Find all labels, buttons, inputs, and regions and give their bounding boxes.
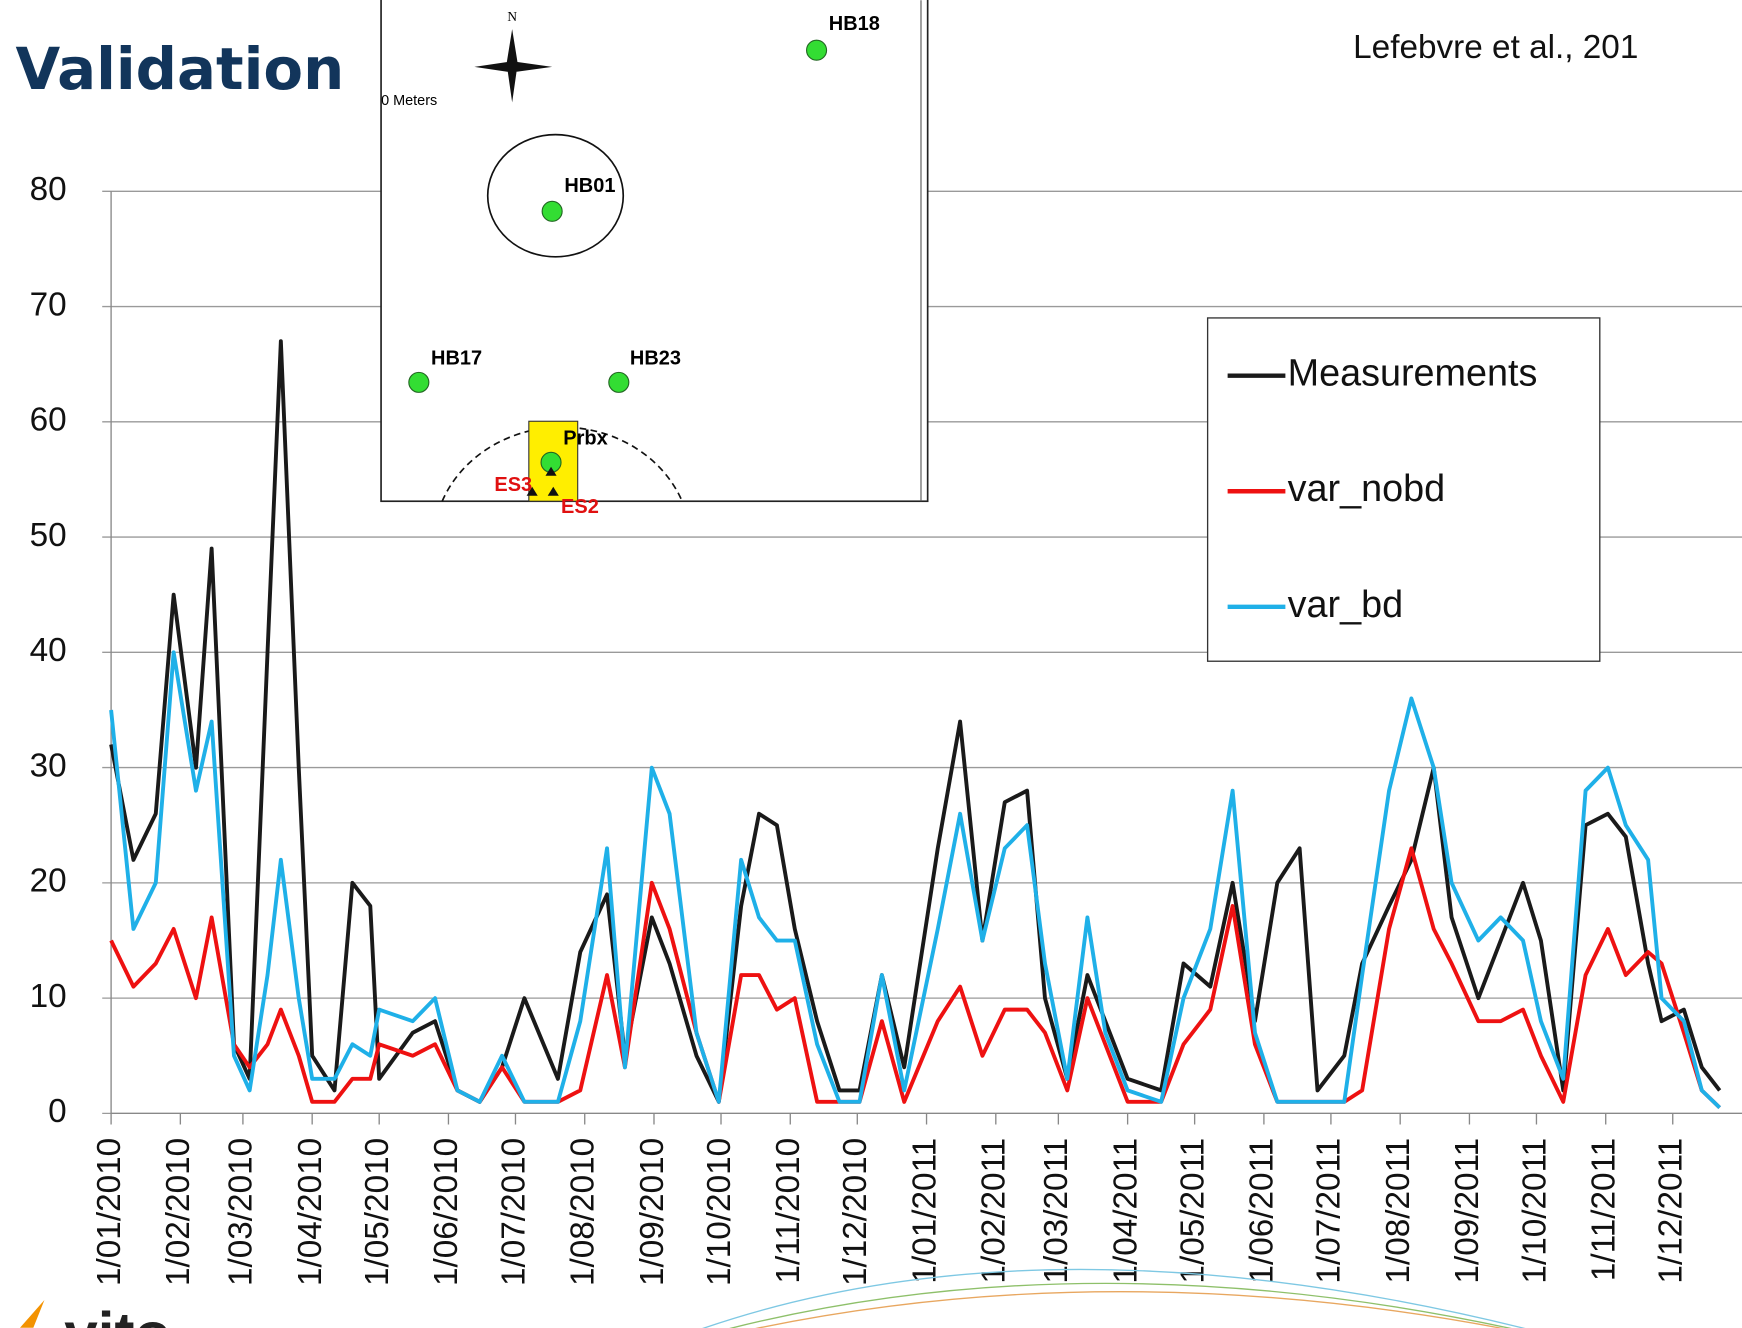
inset-map: N 0 Meters HB18 HB01 HB17 HB23 Prbx ES3 …: [380, 0, 929, 518]
x-tick-label: 1/08/2011: [1380, 1138, 1417, 1284]
x-tick-label: 1/07/2011: [1311, 1138, 1348, 1284]
sensor-label: ES2: [561, 496, 599, 518]
x-tick-label: 1/07/2010: [495, 1138, 532, 1286]
well-label: HB18: [829, 13, 880, 35]
x-tick-label: 1/04/2010: [292, 1138, 329, 1286]
y-tick-label: 60: [30, 402, 67, 439]
x-tick-label: 1/09/2010: [634, 1138, 671, 1286]
y-tick-label: 40: [30, 632, 67, 669]
legend-label: Measurements: [1288, 353, 1538, 395]
logo: vito: [64, 1301, 171, 1328]
x-tick-label: 1/03/2011: [1038, 1138, 1075, 1284]
legend-label: var_nobd: [1288, 468, 1445, 510]
y-tick-label: 10: [30, 978, 67, 1015]
logo-mark: [19, 1300, 45, 1328]
x-tick-label: 1/04/2011: [1107, 1138, 1144, 1284]
x-tick-label: 1/08/2010: [565, 1138, 602, 1286]
x-tick-label: 1/05/2011: [1174, 1138, 1211, 1284]
legend-label: var_bd: [1288, 584, 1403, 626]
x-tick-label: 1/02/2011: [976, 1138, 1013, 1284]
slide-title: Validation: [16, 35, 345, 103]
sensor-label: ES3: [494, 474, 532, 496]
well-label: HB17: [431, 347, 482, 369]
y-tick-label: 20: [30, 863, 67, 900]
x-tick-label: 1/06/2010: [428, 1138, 465, 1286]
y-tick-label: 30: [30, 747, 67, 784]
y-tick-label: 80: [30, 171, 67, 208]
arc: [702, 1268, 1526, 1328]
y-tick-label: 0: [48, 1093, 67, 1130]
x-tick-label: 1/06/2011: [1244, 1138, 1281, 1284]
well-label: Prbx: [563, 427, 607, 449]
scale-label: 0 Meters: [381, 93, 437, 109]
well: [806, 39, 828, 61]
x-tick-label: 1/11/2010: [770, 1138, 807, 1284]
decoration: vito: [19, 1268, 1526, 1328]
well-label: HB23: [630, 347, 681, 369]
well-label: HB01: [564, 175, 615, 197]
arc: [729, 1282, 1512, 1328]
series-line: [109, 846, 1722, 1110]
well: [541, 200, 563, 222]
x-tick-label: 1/03/2010: [223, 1138, 260, 1286]
x-tick-label: 1/02/2010: [160, 1138, 197, 1286]
sensor: [526, 466, 559, 496]
arc: [755, 1291, 1504, 1328]
well: [408, 371, 430, 393]
x-tick-label: 1/12/2010: [837, 1138, 874, 1286]
well: [608, 371, 630, 393]
citation: Lefebvre et al., 201: [1353, 29, 1638, 66]
y-tick-label: 50: [30, 517, 67, 554]
x-tick-label: 1/12/2011: [1653, 1138, 1690, 1284]
north-label: N: [507, 9, 517, 24]
compass: [474, 29, 553, 103]
x-tick-label: 1/11/2011: [1586, 1138, 1623, 1281]
x-tick-label: 1/10/2010: [701, 1138, 738, 1286]
x-tick-label: 1/09/2011: [1449, 1138, 1486, 1284]
series-line: [109, 339, 1722, 1104]
x-tick-label: 1/05/2010: [359, 1138, 396, 1286]
chart: 0 10 20 30 40 50 60 70 80 1/01/2010 1/02/2010 1/03/…: [30, 171, 1742, 1286]
x-tick-label: 1/10/2011: [1516, 1138, 1553, 1284]
y-tick-label: 70: [30, 286, 67, 323]
x-tick-label: 1/01/2011: [906, 1138, 943, 1284]
inset-frame: [380, 0, 929, 503]
circle: [486, 133, 625, 258]
x-tick-label: 1/01/2010: [91, 1138, 128, 1286]
series-line: [109, 650, 1722, 1110]
